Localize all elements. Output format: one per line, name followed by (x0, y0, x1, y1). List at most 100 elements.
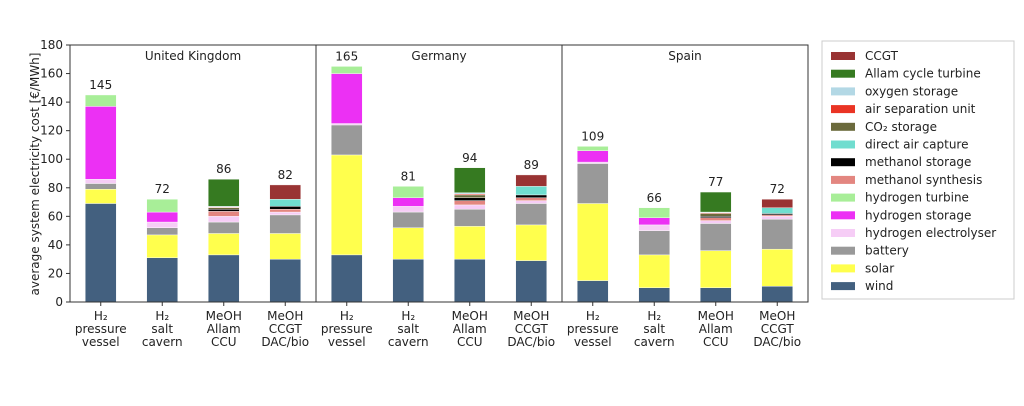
bar-total-label: 72 (770, 182, 785, 196)
x-tick-label: pressure (75, 322, 127, 336)
bar-segment-wind (269, 258, 301, 303)
bar-segment-methanol-storage (761, 213, 793, 216)
bar-segment-direct-air-capture (515, 186, 547, 196)
bar-segment-hydrogen-electrolyser (638, 224, 670, 231)
legend-label: oxygen storage (865, 84, 958, 98)
bar-segment-allam-cycle-turbine (208, 179, 240, 207)
legend-label: hydrogen storage (865, 208, 971, 222)
legend-label: direct air capture (865, 138, 969, 152)
bar-total-label: 109 (581, 129, 604, 143)
x-tick-label: vessel (82, 335, 120, 349)
bar-segment-wind (700, 287, 732, 303)
y-tick-label: 100 (40, 152, 63, 166)
bar-segment-methanol-storage (515, 194, 547, 198)
legend-swatch (831, 282, 855, 291)
bar-segment-methanol-storage (269, 206, 301, 210)
legend-swatch (831, 140, 855, 149)
bar-segment-wind (331, 254, 363, 303)
bar-segment-solar (85, 189, 117, 204)
legend-label: methanol synthesis (865, 173, 982, 187)
x-tick-label: DAC/bio (261, 335, 309, 349)
bar-segment-wind (392, 258, 424, 303)
bar-segment-battery (577, 163, 609, 204)
legend-box (821, 40, 1015, 300)
x-tick-label: H₂ (586, 309, 600, 323)
bar-segment-hydrogen-storage (146, 211, 178, 223)
bar-segment-battery (269, 214, 301, 234)
bar-segment-battery (515, 203, 547, 226)
bar-segment-solar (761, 248, 793, 287)
bar-segment-hydrogen-storage (577, 150, 609, 163)
bar-segment-battery (454, 208, 486, 227)
bar-total-label: 145 (89, 78, 112, 92)
y-tick-label: 40 (48, 238, 63, 252)
bar-segment-battery (638, 230, 670, 256)
x-tick-label: vessel (574, 335, 612, 349)
x-tick-label: salt (397, 322, 419, 336)
bar-segment-hydrogen-turbine (638, 207, 670, 218)
bar-segment-solar (208, 233, 240, 256)
x-tick-label: MeOH (759, 309, 795, 323)
legend-swatch (831, 175, 855, 184)
legend-swatch (831, 229, 855, 237)
bar-segment-solar (454, 226, 486, 260)
x-tick-label: CCGT (269, 322, 303, 336)
bar-segment-battery (331, 124, 363, 156)
plot-area: 145H₂pressurevessel72H₂saltcavern86MeOHA… (40, 38, 809, 349)
bar-segment-battery (146, 227, 178, 236)
legend-swatch (831, 69, 855, 78)
x-tick-label: pressure (321, 322, 373, 336)
y-tick-label: 60 (48, 209, 63, 223)
bar-segment-wind (208, 254, 240, 303)
legend-label: air separation unit (865, 102, 976, 116)
bar-segment-ccgt (269, 184, 301, 200)
bar-segment-solar (638, 254, 670, 288)
bar-segment-solar (146, 234, 178, 258)
bar-segment-solar (269, 233, 301, 260)
x-tick-label: pressure (567, 322, 619, 336)
x-tick-label: salt (643, 322, 665, 336)
bar-segment-hydrogen-electrolyser (700, 220, 732, 224)
bar-segment-solar (700, 250, 732, 288)
bar-segment-battery (761, 218, 793, 250)
bar-segment-methanol-synthesis (269, 208, 301, 213)
x-tick-label: MeOH (513, 309, 549, 323)
legend-swatch (831, 87, 855, 96)
bar-total-label: 94 (462, 151, 477, 165)
x-tick-label: Allam (207, 322, 241, 336)
bar-segment-solar (331, 154, 363, 256)
bar-segment-hydrogen-turbine (85, 94, 117, 107)
bar-total-label: 89 (524, 158, 539, 172)
y-tick-label: 160 (40, 67, 63, 81)
bar-segment-wind (638, 287, 670, 303)
bar-total-label: 66 (647, 191, 662, 205)
x-tick-label: MeOH (206, 309, 242, 323)
legend-label: methanol storage (865, 155, 971, 169)
legend-label: battery (865, 244, 909, 258)
x-tick-label: Allam (699, 322, 733, 336)
y-tick-label: 180 (40, 38, 63, 52)
bar-segment-hydrogen-turbine (392, 186, 424, 198)
bar-segment-wind (146, 257, 178, 303)
bar-segment-co-storage (208, 207, 240, 210)
bar-segment-allam-cycle-turbine (700, 191, 732, 213)
bar-segment-hydrogen-electrolyser (208, 216, 240, 223)
legend-label: hydrogen turbine (865, 191, 969, 205)
bar-segment-methanol-storage (454, 197, 486, 201)
bar-segment-wind (85, 203, 117, 303)
bar-segment-allam-cycle-turbine (454, 167, 486, 193)
legend-swatch (831, 211, 855, 220)
x-tick-label: CCU (211, 335, 237, 349)
bar-total-label: 72 (155, 182, 170, 196)
bar-segment-wind (515, 260, 547, 303)
bar-segment-hydrogen-electrolyser (515, 200, 547, 204)
bar-total-label: 81 (401, 169, 416, 183)
x-tick-label: CCGT (761, 322, 795, 336)
legend-label: solar (865, 261, 894, 275)
legend-label: Allam cycle turbine (865, 67, 981, 81)
y-tick-label: 120 (40, 124, 63, 138)
bar-segment-methanol-storage (700, 216, 732, 218)
bar-segment-ccgt (515, 174, 547, 187)
bar-segment-co-storage (454, 194, 486, 198)
bar-segment-hydrogen-electrolyser (85, 179, 117, 184)
